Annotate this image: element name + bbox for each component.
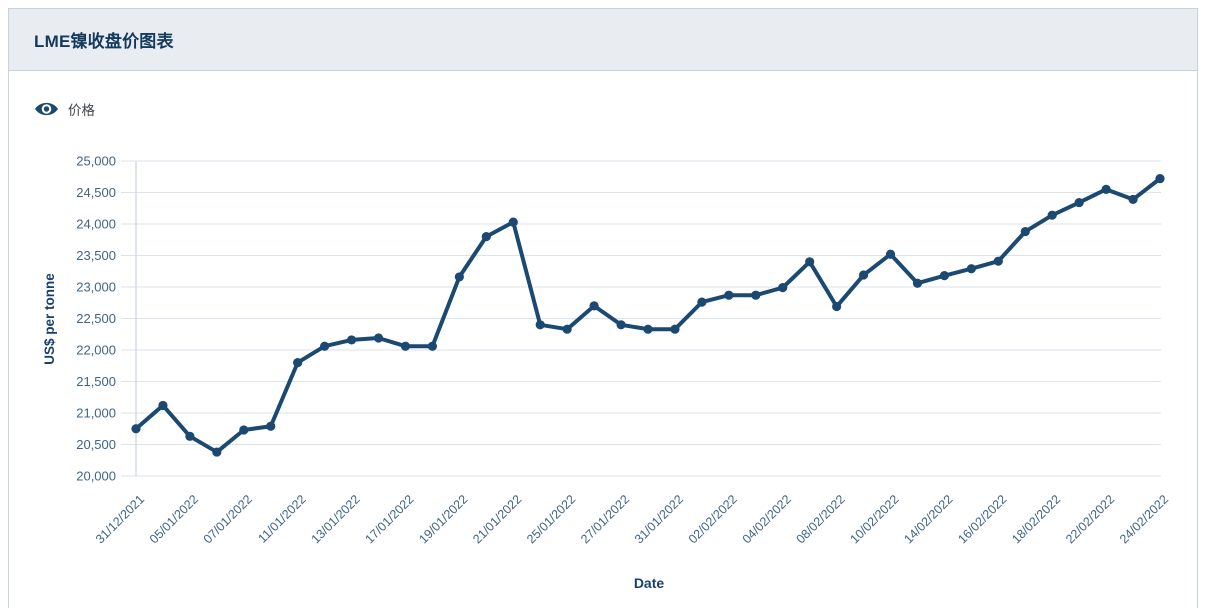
chart-card: LME镍收盘价图表 20,000 20,500 21,000 21,500 22,000… (8, 8, 1198, 608)
x-axis-title: Date (634, 575, 665, 591)
y-tick-label: 22,000 (76, 343, 116, 358)
x-tick-label: 07/01/2022 (201, 492, 255, 546)
data-point (751, 290, 761, 300)
data-point (616, 320, 626, 330)
data-point (778, 283, 788, 293)
data-point (239, 425, 249, 435)
data-point (724, 290, 734, 300)
data-point (266, 421, 276, 431)
chart-body: 20,000 20,500 21,000 21,500 22,000 22,500 23,0… (9, 71, 1197, 606)
x-tick-label: 22/02/2022 (1063, 492, 1117, 546)
legend-label: 价格 (68, 103, 95, 118)
y-tick-label: 24,500 (76, 185, 116, 200)
data-point (1020, 226, 1030, 237)
data-point (400, 341, 411, 351)
eye-icon (34, 99, 59, 119)
data-point (1047, 210, 1057, 220)
data-point (1128, 194, 1138, 205)
data-point (158, 400, 168, 411)
y-tick-label: 25,000 (76, 154, 116, 169)
data-point (589, 301, 599, 311)
data-point (670, 324, 680, 334)
data-point (912, 278, 923, 288)
x-tick-label: 08/02/2022 (794, 492, 848, 546)
x-tick-label: 02/02/2022 (686, 492, 740, 546)
x-tick-label: 24/02/2022 (1117, 492, 1171, 546)
y-tick-label: 20,500 (76, 437, 116, 452)
x-tick-label: 13/01/2022 (309, 492, 363, 546)
data-point (1101, 184, 1111, 194)
data-point (885, 249, 896, 259)
data-point (1155, 174, 1165, 184)
x-tick-label: 21/01/2022 (470, 492, 524, 546)
y-axis-title: US$ per tonne (42, 273, 57, 365)
price-line-chart: 20,000 20,500 21,000 21,500 22,000 22,500 23,0… (42, 154, 1171, 592)
data-point (212, 447, 222, 457)
data-point (131, 424, 141, 434)
data-point (185, 431, 195, 441)
x-tick-label: 31/12/2021 (93, 492, 147, 546)
x-tick-label: 14/02/2022 (901, 492, 955, 546)
y-tick-label: 21,000 (76, 406, 116, 421)
y-tick-label: 23,500 (76, 248, 116, 263)
data-point (697, 297, 707, 307)
data-point (993, 256, 1003, 266)
x-tick-label: 19/01/2022 (416, 492, 470, 546)
data-point (320, 341, 330, 351)
data-point (454, 272, 464, 282)
x-tick-label: 04/02/2022 (740, 492, 794, 546)
x-tick-label: 25/01/2022 (524, 492, 578, 546)
y-tick-label: 21,500 (76, 374, 116, 389)
data-point (858, 270, 869, 280)
data-point (508, 217, 518, 227)
data-point (373, 333, 384, 343)
data-point (1074, 197, 1084, 208)
data-point (939, 271, 950, 281)
y-tick-label: 22,500 (76, 311, 116, 326)
chart-header: LME镍收盘价图表 (9, 9, 1197, 71)
data-point (481, 232, 491, 242)
data-point (832, 301, 842, 312)
y-tick-label: 20,000 (76, 469, 116, 484)
x-tick-label: 17/01/2022 (362, 492, 416, 546)
price-line (134, 176, 1162, 455)
x-tick-label: 27/01/2022 (578, 492, 632, 546)
data-point (643, 324, 653, 334)
x-tick-label: 16/02/2022 (955, 492, 1009, 546)
data-point (562, 324, 572, 334)
data-point (427, 341, 438, 351)
data-point (346, 335, 357, 345)
legend-item-price[interactable]: 价格 (34, 99, 95, 119)
x-tick-label: 10/02/2022 (848, 492, 902, 546)
y-tick-label: 23,000 (76, 280, 116, 295)
y-tick-label: 24,000 (76, 217, 116, 232)
x-tick-label: 31/01/2022 (632, 492, 686, 546)
x-tick-label: 11/01/2022 (255, 492, 309, 546)
x-tick-label: 18/02/2022 (1009, 492, 1063, 546)
data-point (966, 264, 976, 274)
chart-title: LME镍收盘价图表 (34, 32, 174, 51)
data-point (805, 257, 815, 267)
data-point (293, 358, 303, 368)
data-point (535, 320, 545, 330)
x-tick-label: 05/01/2022 (147, 492, 201, 546)
